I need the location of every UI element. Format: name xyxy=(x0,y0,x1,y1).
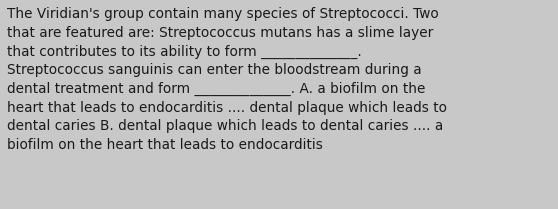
Text: The Viridian's group contain many species of Streptococci. Two
that are featured: The Viridian's group contain many specie… xyxy=(7,7,447,152)
